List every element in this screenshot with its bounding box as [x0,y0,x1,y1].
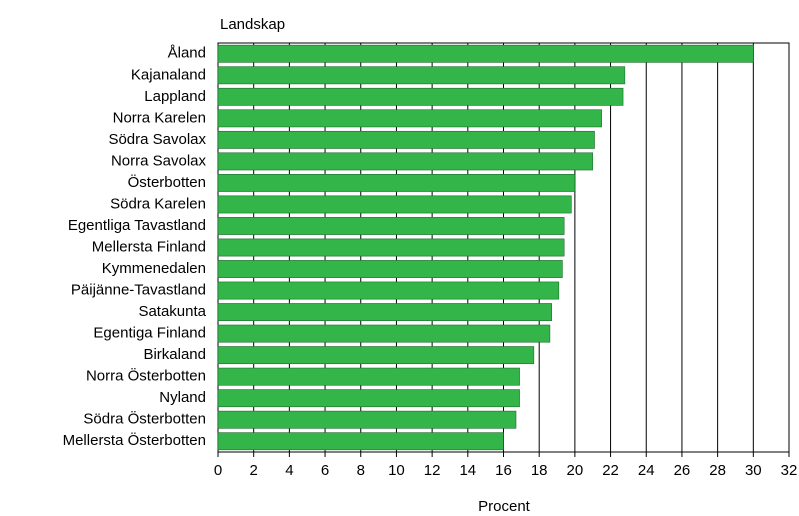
x-tick-label: 8 [357,462,365,479]
x-axis-label: Procent [478,498,531,515]
x-tick-label: 28 [709,462,726,479]
chart-title: Landskap [220,16,285,33]
x-tick-label: 0 [214,462,222,479]
x-tick-label: 12 [424,462,441,479]
bar [217,281,560,300]
y-tick-label: Egentliga Tavastland [68,217,206,234]
y-tick-label: Kajanaland [131,66,206,83]
y-tick-label: Södra Karelen [110,195,206,212]
bar [217,130,595,149]
y-tick-label: Åland [168,45,206,62]
y-tick-label: Norra Savolax [111,152,207,169]
x-tick-label: 26 [674,462,691,479]
y-tick-label: Norra Karelen [113,109,206,126]
bar [217,410,517,429]
y-tick-label: Satakunta [138,303,206,320]
y-tick-label: Birkaland [143,346,206,363]
y-tick-label: Lappland [144,88,206,105]
y-tick-label: Österbotten [128,173,206,191]
x-tick-label: 14 [459,462,476,479]
y-tick-label: Södra Österbotten [83,410,206,428]
x-tick-label: 32 [781,462,798,479]
bar [217,432,504,451]
x-tick-label: 20 [567,462,584,479]
y-tick-label: Norra Österbotten [86,367,206,385]
y-tick-label: Mellersta Finland [92,238,206,255]
bar [217,109,602,128]
bar [217,87,624,106]
bar [217,152,594,171]
x-tick-label: 18 [531,462,548,479]
x-tick-label: 4 [285,462,293,479]
x-tick-label: 2 [250,462,258,479]
bar [217,66,626,85]
x-tick-label: 10 [388,462,405,479]
bar [217,174,576,192]
y-tick-label: Egentiga Finland [93,325,206,342]
bar [217,389,520,408]
bar [217,238,565,257]
y-tick-label: Mellersta Österbotten [63,431,206,449]
bar [217,44,754,63]
bar [217,303,552,321]
y-tick-label: Päijänne-Tavastland [71,282,206,299]
x-tick-label: 22 [602,462,619,479]
y-tick-label: Södra Savolax [108,131,206,148]
bar [217,367,520,386]
bar [217,324,551,343]
y-tick-label: Kymmenedalen [102,260,206,277]
y-tick-label: Nyland [159,389,206,406]
x-tick-label: 6 [321,462,329,479]
x-tick-label: 16 [495,462,512,479]
x-tick-label: 30 [745,462,762,479]
bar [217,346,535,365]
bar [217,217,565,235]
bar [217,195,572,214]
x-tick-label: 24 [638,462,655,479]
bar [217,260,563,278]
